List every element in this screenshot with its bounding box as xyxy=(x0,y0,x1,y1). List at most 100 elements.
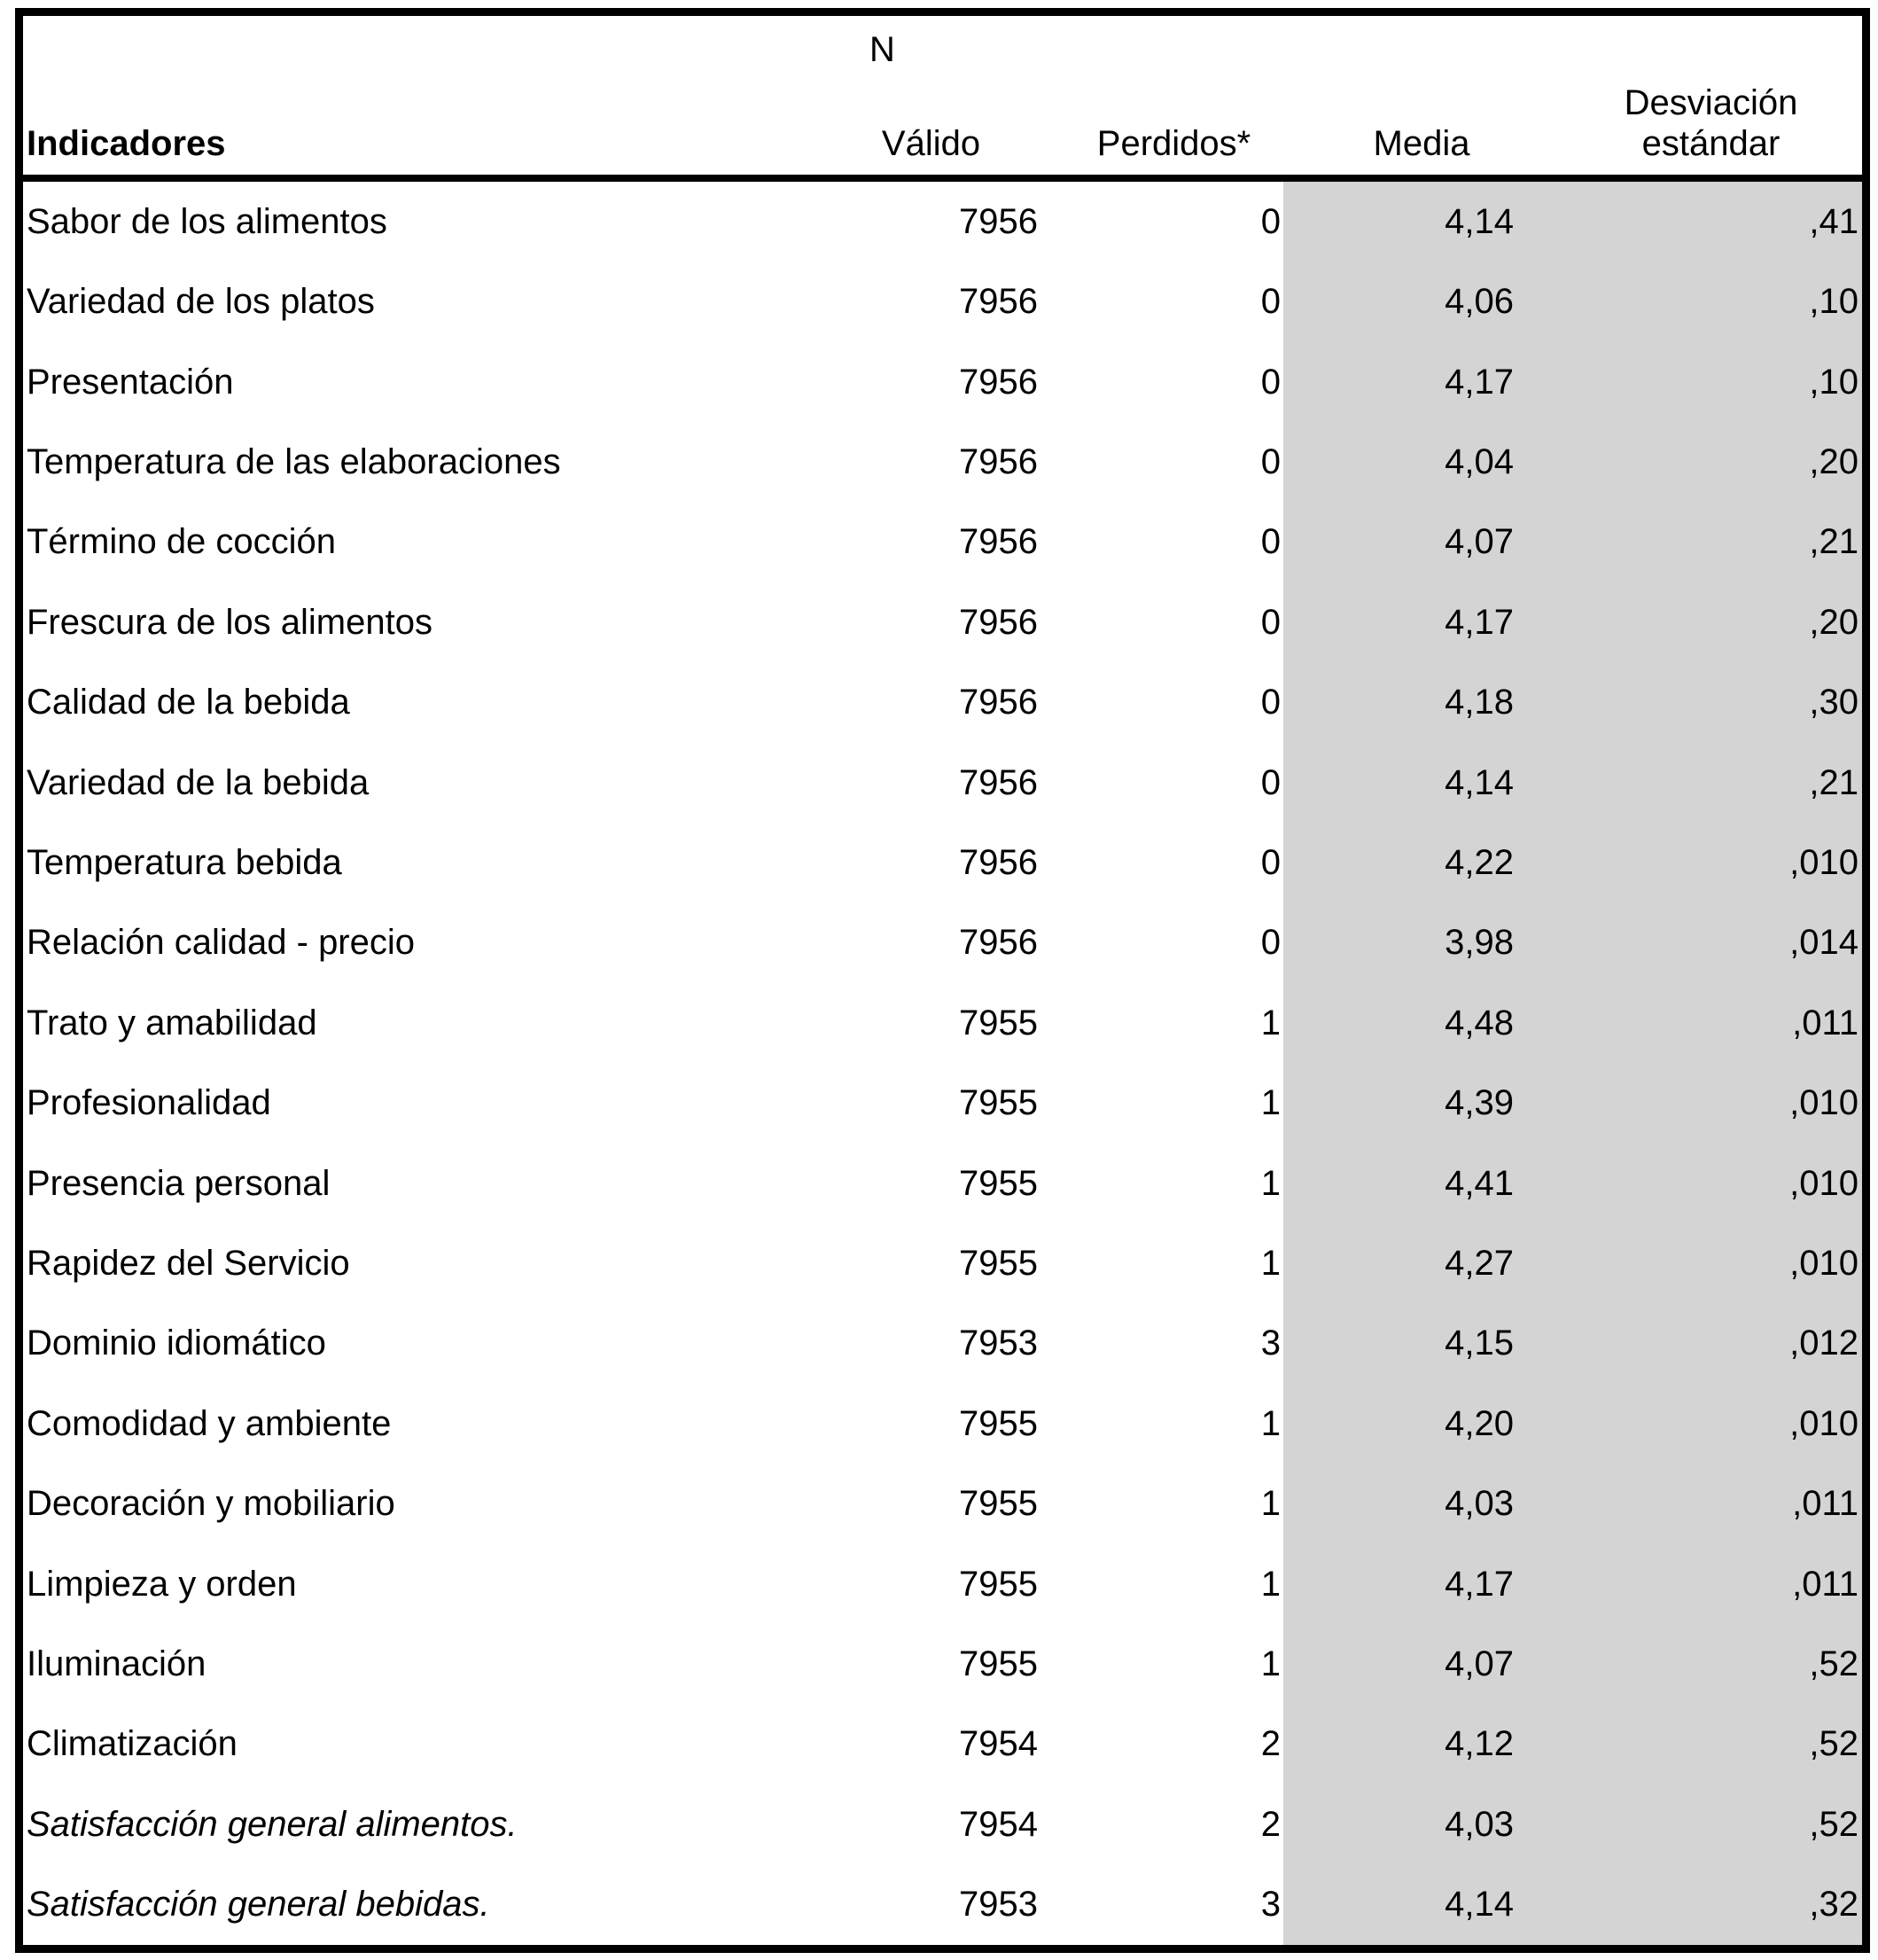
table-row: Rapidez del Servicio 7955 1 4,27 ,010 xyxy=(23,1223,1862,1304)
indicator-label: Temperatura bebida xyxy=(27,842,342,882)
mean-value: 4,14 xyxy=(1283,182,1560,262)
mean-value: 4,04 xyxy=(1283,422,1560,503)
table-row: Iluminación 7955 1 4,07 ,52 xyxy=(23,1624,1862,1705)
valid-count: 7955 xyxy=(959,1003,1038,1042)
table-row: Profesionalidad 7955 1 4,39 ,010 xyxy=(23,1063,1862,1144)
valid-count: 7956 xyxy=(959,282,1038,322)
missing-count: 2 xyxy=(1260,1724,1281,1764)
table-row: Limpieza y orden 7955 1 4,17 ,011 xyxy=(23,1543,1862,1625)
missing-count: 1 xyxy=(1260,1484,1281,1524)
table-row: Término de cocción 7956 0 4,07 ,21 xyxy=(23,502,1862,583)
missing-count: 1 xyxy=(1260,1243,1281,1283)
valid-count: 7956 xyxy=(959,362,1038,402)
mean-value: 4,03 xyxy=(1283,1464,1560,1544)
missing-count: 1 xyxy=(1260,1003,1281,1042)
missing-count: 0 xyxy=(1260,441,1281,481)
valid-count: 7953 xyxy=(959,1324,1038,1363)
mean-value: 4,14 xyxy=(1283,742,1560,824)
col-header-perdidos: Perdidos* xyxy=(1096,124,1251,163)
valid-count: 7956 xyxy=(959,522,1038,562)
mean-value: 4,07 xyxy=(1283,1624,1560,1705)
valid-count: 7956 xyxy=(959,923,1038,963)
table-row: Frescura de los alimentos 7956 0 4,17 ,2… xyxy=(23,582,1862,663)
indicator-label: Sabor de los alimentos xyxy=(27,201,387,241)
std-value: ,10 xyxy=(1560,262,1862,342)
mean-value: 4,06 xyxy=(1283,262,1560,342)
indicator-label: Presentación xyxy=(27,362,234,402)
std-value: ,30 xyxy=(1560,662,1862,743)
valid-count: 7955 xyxy=(959,1644,1038,1684)
valid-count: 7956 xyxy=(959,602,1038,642)
indicator-label: Calidad de la bebida xyxy=(27,683,350,722)
missing-count: 0 xyxy=(1260,602,1281,642)
mean-value: 4,12 xyxy=(1283,1704,1560,1785)
missing-count: 1 xyxy=(1260,1083,1281,1123)
missing-count: 3 xyxy=(1260,1324,1281,1363)
std-value: ,10 xyxy=(1560,341,1862,423)
indicator-label: Decoración y mobiliario xyxy=(27,1484,395,1524)
mean-value: 4,18 xyxy=(1283,662,1560,743)
std-value: ,011 xyxy=(1560,1543,1862,1625)
valid-count: 7956 xyxy=(959,441,1038,481)
std-value: ,011 xyxy=(1560,1464,1862,1544)
table-row: Climatización 7954 2 4,12 ,52 xyxy=(23,1704,1862,1785)
table-row: Variedad de la bebida 7956 0 4,14 ,21 xyxy=(23,742,1862,824)
col-header-indicadores: Indicadores xyxy=(27,124,226,163)
missing-count: 0 xyxy=(1260,522,1281,562)
mean-value: 4,39 xyxy=(1283,1063,1560,1144)
std-value: ,010 xyxy=(1560,1143,1862,1224)
indicator-label: Término de cocción xyxy=(27,522,337,562)
valid-count: 7955 xyxy=(959,1403,1038,1443)
std-value: ,010 xyxy=(1560,823,1862,903)
table-row: Temperatura de las elaboraciones 7956 0 … xyxy=(23,422,1862,503)
table-row: Presencia personal 7955 1 4,41 ,010 xyxy=(23,1143,1862,1224)
table-row: Satisfacción general alimentos. 7954 2 4… xyxy=(23,1784,1862,1865)
indicator-label: Profesionalidad xyxy=(27,1083,271,1123)
indicator-label: Satisfacción general bebidas. xyxy=(27,1885,490,1925)
table-row: Sabor de los alimentos 7956 0 4,14 ,41 xyxy=(23,182,1862,262)
missing-count: 1 xyxy=(1260,1163,1281,1203)
col-header-valido: Válido xyxy=(881,124,981,163)
valid-count: 7955 xyxy=(959,1564,1038,1604)
valid-count: 7954 xyxy=(959,1804,1038,1844)
valid-count: 7955 xyxy=(959,1083,1038,1123)
table-row: Calidad de la bebida 7956 0 4,18 ,30 xyxy=(23,662,1862,743)
mean-value: 4,17 xyxy=(1283,582,1560,663)
valid-count: 7956 xyxy=(959,842,1038,882)
missing-count: 0 xyxy=(1260,923,1281,963)
missing-count: 3 xyxy=(1260,1885,1281,1925)
mean-value: 4,17 xyxy=(1283,1543,1560,1625)
indicator-label: Dominio idiomático xyxy=(27,1324,326,1363)
valid-count: 7955 xyxy=(959,1243,1038,1283)
std-value: ,010 xyxy=(1560,1223,1862,1304)
valid-count: 7953 xyxy=(959,1885,1038,1925)
mean-value: 4,48 xyxy=(1283,983,1560,1064)
indicator-label: Trato y amabilidad xyxy=(27,1003,317,1042)
col-header-n: N xyxy=(869,30,895,69)
table-row: Comodidad y ambiente 7955 1 4,20 ,010 xyxy=(23,1384,1862,1464)
table-row: Temperatura bebida 7956 0 4,22 ,010 xyxy=(23,823,1862,903)
std-value: ,21 xyxy=(1560,502,1862,583)
col-header-n-group: N Válido xyxy=(851,16,1064,175)
col-header-media: Media xyxy=(1373,124,1470,163)
table-row: Decoración y mobiliario 7955 1 4,03 ,011 xyxy=(23,1464,1862,1544)
std-value: ,014 xyxy=(1560,902,1862,984)
col-header-desviacion-estandar: Desviación estándar xyxy=(1624,83,1798,163)
indicator-label: Iluminación xyxy=(27,1644,207,1684)
indicator-label: Climatización xyxy=(27,1724,238,1764)
table-row: Satisfacción general bebidas. 7953 3 4,1… xyxy=(23,1864,1862,1945)
table-row: Relación calidad - precio 7956 0 3,98 ,0… xyxy=(23,902,1862,984)
std-value: ,21 xyxy=(1560,742,1862,824)
std-value: ,20 xyxy=(1560,582,1862,663)
std-value: ,41 xyxy=(1560,182,1862,262)
indicator-label: Satisfacción general alimentos. xyxy=(27,1804,518,1844)
indicator-label: Rapidez del Servicio xyxy=(27,1243,350,1283)
missing-count: 1 xyxy=(1260,1403,1281,1443)
std-value: ,20 xyxy=(1560,422,1862,503)
table-body: Sabor de los alimentos 7956 0 4,14 ,41 V… xyxy=(23,182,1862,1945)
mean-value: 4,07 xyxy=(1283,502,1560,583)
valid-count: 7955 xyxy=(959,1163,1038,1203)
mean-value: 4,17 xyxy=(1283,341,1560,423)
mean-value: 4,03 xyxy=(1283,1784,1560,1865)
